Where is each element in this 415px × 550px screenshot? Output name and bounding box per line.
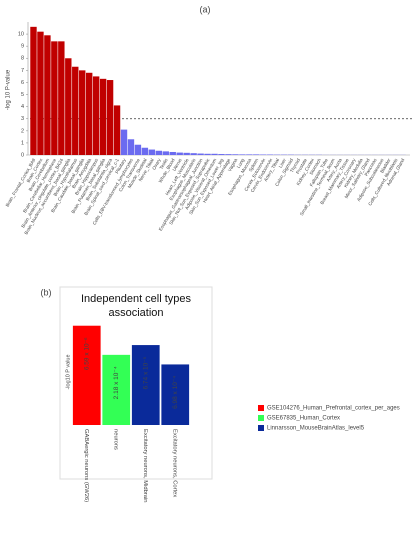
- bar: [65, 58, 72, 155]
- y-tick-label: 0: [21, 152, 24, 158]
- legend-swatch: [258, 425, 264, 431]
- legend-swatch: [258, 405, 264, 411]
- y-axis-label: -log 10 P-value: [6, 69, 12, 110]
- bar: [169, 151, 176, 155]
- bar: [30, 26, 37, 155]
- bar: [197, 153, 204, 155]
- bar: [79, 70, 86, 155]
- bar: [44, 35, 51, 155]
- data-label: 2.18 x 10⁻⁴: [113, 366, 120, 399]
- panel-label: (a): [200, 4, 211, 14]
- bar: [106, 80, 114, 155]
- bar: [176, 152, 183, 155]
- legend-label: GSE104276_Human_Prefrontal_cortex_per_ag…: [267, 406, 400, 412]
- bar: [161, 364, 190, 425]
- bar: [218, 154, 225, 155]
- bar: [113, 105, 121, 155]
- bar: [190, 153, 197, 155]
- bar: [225, 154, 232, 155]
- bar: [85, 72, 93, 155]
- chart-title: Independent cell types association: [80, 293, 192, 319]
- data-label: 6.74 x 10⁻⁵: [142, 356, 149, 389]
- bar: [211, 153, 218, 155]
- bar: [51, 41, 58, 155]
- x-tick-label: neurons: [113, 429, 119, 450]
- bar: [134, 144, 142, 155]
- y-tick-label: 8: [21, 56, 24, 62]
- bar: [102, 354, 131, 425]
- x-tick-label: Liver: [278, 157, 288, 169]
- legend-label: GSE67835_Human_Cortex: [267, 416, 340, 422]
- y-tick-label: 10: [18, 32, 24, 38]
- y-tick-label: 6: [21, 80, 24, 86]
- bar: [148, 149, 156, 155]
- bar: [204, 153, 211, 155]
- bar: [253, 154, 260, 155]
- panel-label: (b): [41, 287, 52, 297]
- legend-swatch: [258, 415, 264, 421]
- bar: [72, 66, 79, 155]
- y-tick-label: 5: [21, 92, 24, 98]
- bar: [232, 154, 239, 155]
- bar: [127, 139, 135, 155]
- x-tick-label: Lung: [236, 157, 246, 169]
- bar: [155, 150, 163, 155]
- y-tick-label: 7: [21, 68, 24, 74]
- x-tick-label: Uterus: [172, 157, 183, 172]
- bar: [246, 154, 253, 155]
- bar: [162, 151, 169, 155]
- bar: [141, 147, 149, 155]
- x-tick-label: Spleen: [248, 157, 260, 172]
- x-tick-label: Ovary: [151, 157, 162, 171]
- bar: [72, 325, 101, 425]
- bar: [92, 76, 100, 155]
- bar: [239, 154, 246, 155]
- y-tick-label: 4: [21, 104, 24, 110]
- x-tick-label: Testis: [158, 157, 169, 170]
- y-tick-label: 1: [21, 140, 24, 146]
- y-tick-label: 3: [21, 116, 24, 122]
- legend-label: Linnarsson_MouseBrainAtlas_level5: [267, 426, 365, 432]
- bar: [183, 152, 190, 155]
- x-tick-label: Vagina: [227, 157, 239, 172]
- y-tick-label: 2: [21, 128, 24, 134]
- data-label: 6.98 x 10⁻⁴: [172, 376, 179, 409]
- data-label: 6.59 x 10⁻⁶: [83, 337, 90, 370]
- bar: [58, 41, 65, 155]
- x-tick-label: GABAergic neurons (GW26): [83, 429, 89, 502]
- bar: [131, 345, 160, 425]
- x-tick-label: Excitatory neurons, Midbrain: [142, 429, 148, 502]
- bar: [120, 129, 128, 155]
- bar: [99, 78, 107, 155]
- bar: [37, 31, 44, 155]
- y-tick-label: 9: [21, 44, 24, 50]
- y-axis-label: -log10 P value: [65, 354, 71, 389]
- x-tick-label: Excitatory neurons, Cortex: [172, 429, 178, 497]
